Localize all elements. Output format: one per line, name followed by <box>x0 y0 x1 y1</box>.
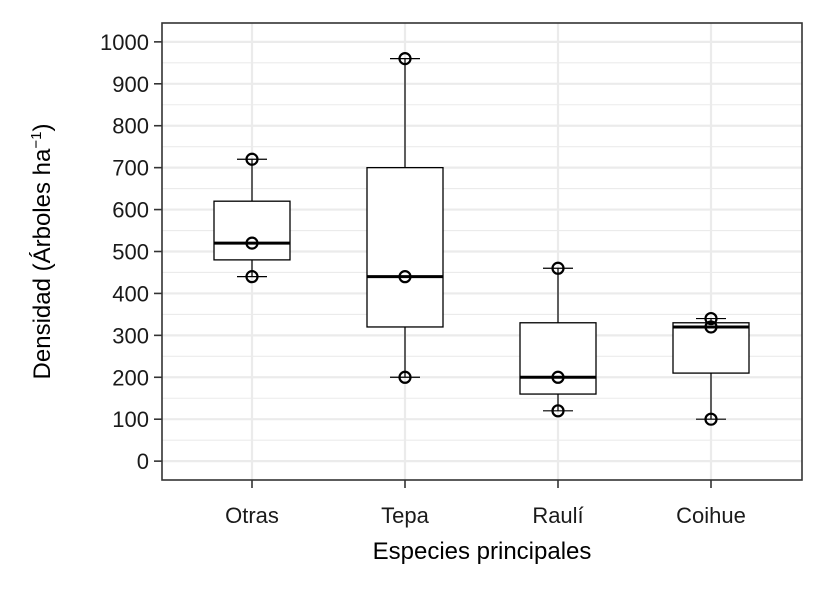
data-point <box>398 270 412 284</box>
y-axis-title: Densidad (Árboles ha−1) <box>28 124 56 380</box>
y-axis-title-superscript: −1 <box>28 132 45 149</box>
y-tick-label: 1000 <box>100 30 149 55</box>
x-axis-title: Especies principales <box>373 538 592 565</box>
box-iqr <box>519 322 597 395</box>
data-point <box>245 270 259 284</box>
y-tick-label: 0 <box>137 449 149 474</box>
y-tick-label: 400 <box>112 281 149 306</box>
box-iqr <box>213 200 291 261</box>
y-tick-label: 700 <box>112 156 149 181</box>
y-axis-title-close: ) <box>29 124 56 132</box>
box-group <box>366 52 444 384</box>
y-tick-label: 800 <box>112 114 149 139</box>
x-tick-label: Otras <box>225 503 279 528</box>
y-tick-label: 100 <box>112 407 149 432</box>
data-point <box>398 52 412 66</box>
data-point <box>551 370 565 384</box>
box-iqr <box>672 322 750 374</box>
x-tick-label: Tepa <box>381 503 429 528</box>
x-tick-label: Raulí <box>532 503 583 528</box>
y-tick-label: 500 <box>112 240 149 265</box>
y-tick-label: 300 <box>112 323 149 348</box>
y-axis-title-main: Densidad (Árboles ha <box>29 148 56 379</box>
data-point <box>245 152 259 166</box>
axes: 0 100 200 300 400 500 600 700 800 900 1000 Otras Tep… <box>100 30 746 528</box>
data-point <box>551 261 565 275</box>
box-group <box>519 261 597 418</box>
data-point <box>551 404 565 418</box>
box-iqr <box>366 166 444 328</box>
y-tick-label: 600 <box>112 198 149 223</box>
data-point <box>704 320 718 334</box>
boxes <box>213 52 750 426</box>
x-tick-label: Coihue <box>676 503 746 528</box>
box-group <box>213 152 291 284</box>
data-point <box>704 311 718 326</box>
data-point <box>245 236 259 250</box>
y-tick-label: 200 <box>112 365 149 390</box>
data-point <box>704 412 718 426</box>
box-group <box>672 311 750 426</box>
y-tick-label: 900 <box>112 72 149 97</box>
data-point <box>398 370 412 384</box>
